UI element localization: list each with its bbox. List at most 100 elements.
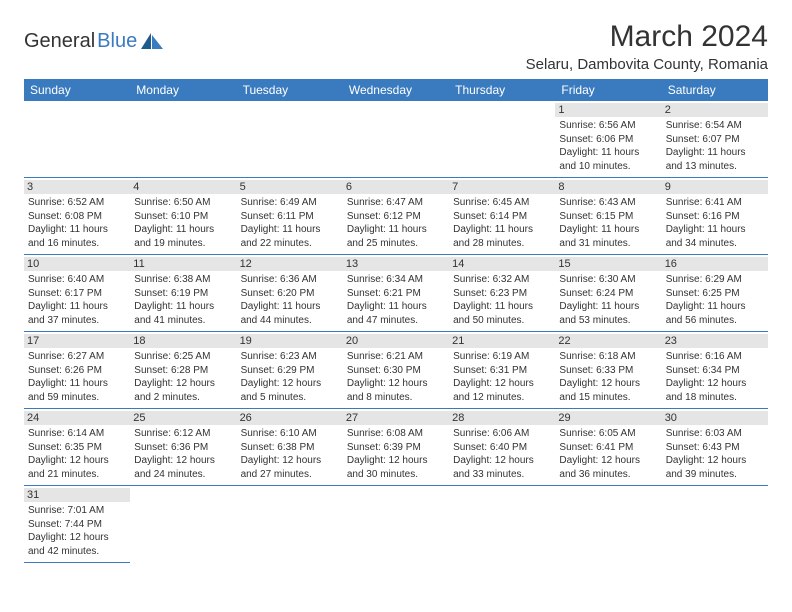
- month-title: March 2024: [526, 20, 768, 54]
- day-number: 11: [130, 257, 236, 271]
- day-info-line: Sunrise: 6:10 AM: [241, 427, 339, 441]
- day-cell: 29Sunrise: 6:05 AMSunset: 6:41 PMDayligh…: [555, 409, 661, 486]
- day-info-line: Sunset: 6:17 PM: [28, 287, 126, 301]
- day-cell: 8Sunrise: 6:43 AMSunset: 6:15 PMDaylight…: [555, 178, 661, 255]
- day-info-line: Daylight: 12 hours: [134, 377, 232, 391]
- day-info-line: Sunrise: 6:03 AM: [666, 427, 764, 441]
- day-number: 30: [662, 411, 768, 425]
- day-info-line: Sunset: 6:40 PM: [453, 441, 551, 455]
- day-number: 23: [662, 334, 768, 348]
- day-info-line: Daylight: 11 hours: [28, 223, 126, 237]
- day-cell: 11Sunrise: 6:38 AMSunset: 6:19 PMDayligh…: [130, 255, 236, 332]
- day-info-line: Sunrise: 6:56 AM: [559, 119, 657, 133]
- day-info-line: and 39 minutes.: [666, 468, 764, 482]
- day-info-line: Sunset: 6:28 PM: [134, 364, 232, 378]
- day-info-line: and 8 minutes.: [347, 391, 445, 405]
- week-row: 31Sunrise: 7:01 AMSunset: 7:44 PMDayligh…: [24, 486, 768, 563]
- day-info-line: Daylight: 12 hours: [453, 454, 551, 468]
- day-number: 21: [449, 334, 555, 348]
- day-info-line: Sunrise: 6:38 AM: [134, 273, 232, 287]
- day-info-line: Daylight: 12 hours: [241, 454, 339, 468]
- day-info-line: and 27 minutes.: [241, 468, 339, 482]
- day-info-line: and 24 minutes.: [134, 468, 232, 482]
- day-info-line: and 34 minutes.: [666, 237, 764, 251]
- day-info: Sunrise: 6:34 AMSunset: 6:21 PMDaylight:…: [347, 273, 445, 327]
- day-info-line: and 25 minutes.: [347, 237, 445, 251]
- day-number: 15: [555, 257, 661, 271]
- day-cell: 2Sunrise: 6:54 AMSunset: 6:07 PMDaylight…: [662, 101, 768, 178]
- day-info-line: Sunset: 6:11 PM: [241, 210, 339, 224]
- day-info-line: and 12 minutes.: [453, 391, 551, 405]
- day-info: Sunrise: 6:16 AMSunset: 6:34 PMDaylight:…: [666, 350, 764, 404]
- day-cell: 30 Sunrise: 6:03 AMSunset: 6:43 PMDayligh…: [662, 409, 768, 486]
- day-info-line: Daylight: 11 hours: [666, 223, 764, 237]
- day-info-line: Daylight: 11 hours: [347, 223, 445, 237]
- day-info: Sunrise: 6:10 AMSunset: 6:38 PMDaylight:…: [241, 427, 339, 481]
- day-cell: 28Sunrise: 6:06 AMSunset: 6:40 PMDayligh…: [449, 409, 555, 486]
- day-info-line: and 2 minutes.: [134, 391, 232, 405]
- day-info: Sunrise: 6:54 AMSunset: 6:07 PMDaylight:…: [666, 119, 764, 173]
- day-info-line: Sunset: 6:31 PM: [453, 364, 551, 378]
- day-info-line: Sunrise: 6:16 AM: [666, 350, 764, 364]
- day-number: 5: [237, 180, 343, 194]
- day-info-line: Sunrise: 6:18 AM: [559, 350, 657, 364]
- day-cell: 23 Sunrise: 6:16 AMSunset: 6:34 PMDayligh…: [662, 332, 768, 409]
- day-info-line: and 30 minutes.: [347, 468, 445, 482]
- day-info-line: Sunrise: 6:47 AM: [347, 196, 445, 210]
- day-info: Sunrise: 6:14 AMSunset: 6:35 PMDaylight:…: [28, 427, 126, 481]
- day-info-line: and 56 minutes.: [666, 314, 764, 328]
- day-info-line: and 16 minutes.: [28, 237, 126, 251]
- day-info-line: Sunrise: 6:29 AM: [666, 273, 764, 287]
- day-info-line: and 44 minutes.: [241, 314, 339, 328]
- day-cell: 15Sunrise: 6:30 AMSunset: 6:24 PMDayligh…: [555, 255, 661, 332]
- day-info-line: Daylight: 12 hours: [347, 377, 445, 391]
- day-header: Wednesday: [343, 79, 449, 101]
- day-info-line: Sunrise: 6:21 AM: [347, 350, 445, 364]
- day-info-line: Sunset: 6:25 PM: [666, 287, 764, 301]
- day-info-line: Sunrise: 6:43 AM: [559, 196, 657, 210]
- day-info-line: and 5 minutes.: [241, 391, 339, 405]
- day-number: 7: [449, 180, 555, 194]
- day-info-line: Daylight: 12 hours: [347, 454, 445, 468]
- day-info-line: Daylight: 12 hours: [559, 377, 657, 391]
- day-cell: [237, 101, 343, 178]
- day-cell: 4Sunrise: 6:50 AMSunset: 6:10 PMDaylight…: [130, 178, 236, 255]
- day-info-line: and 59 minutes.: [28, 391, 126, 405]
- day-info-line: Sunrise: 6:32 AM: [453, 273, 551, 287]
- title-block: March 2024 Selaru, Dambovita County, Rom…: [526, 20, 768, 73]
- day-info-line: Sunset: 6:07 PM: [666, 133, 764, 147]
- day-info-line: Sunrise: 6:27 AM: [28, 350, 126, 364]
- day-info-line: and 28 minutes.: [453, 237, 551, 251]
- day-cell: 26Sunrise: 6:10 AMSunset: 6:38 PMDayligh…: [237, 409, 343, 486]
- day-info-line: Sunrise: 6:12 AM: [134, 427, 232, 441]
- day-info-line: Sunset: 6:33 PM: [559, 364, 657, 378]
- day-number: 28: [449, 411, 555, 425]
- day-cell: 12Sunrise: 6:36 AMSunset: 6:20 PMDayligh…: [237, 255, 343, 332]
- day-cell: 18Sunrise: 6:25 AMSunset: 6:28 PMDayligh…: [130, 332, 236, 409]
- day-info-line: Sunset: 6:19 PM: [134, 287, 232, 301]
- day-cell: [24, 101, 130, 178]
- calendar-table: Sunday Monday Tuesday Wednesday Thursday…: [24, 79, 768, 563]
- day-info-line: Daylight: 12 hours: [453, 377, 551, 391]
- day-info-line: Daylight: 11 hours: [241, 223, 339, 237]
- week-row: 1Sunrise: 6:56 AMSunset: 6:06 PMDaylight…: [24, 101, 768, 178]
- day-cell: 10Sunrise: 6:40 AMSunset: 6:17 PMDayligh…: [24, 255, 130, 332]
- day-info-line: Sunset: 6:15 PM: [559, 210, 657, 224]
- day-cell: 16Sunrise: 6:29 AMSunset: 6:25 PMDayligh…: [662, 255, 768, 332]
- day-info: Sunrise: 6:03 AMSunset: 6:43 PMDaylight:…: [666, 427, 764, 481]
- day-number: 17: [24, 334, 130, 348]
- day-info: Sunrise: 6:40 AMSunset: 6:17 PMDaylight:…: [28, 273, 126, 327]
- day-cell: 31Sunrise: 7:01 AMSunset: 7:44 PMDayligh…: [24, 486, 130, 563]
- day-info: Sunrise: 6:32 AMSunset: 6:23 PMDaylight:…: [453, 273, 551, 327]
- day-cell: 6Sunrise: 6:47 AMSunset: 6:12 PMDaylight…: [343, 178, 449, 255]
- day-info: Sunrise: 6:36 AMSunset: 6:20 PMDaylight:…: [241, 273, 339, 327]
- day-info-line: Daylight: 11 hours: [559, 146, 657, 160]
- day-header: Monday: [130, 79, 236, 101]
- day-info: Sunrise: 6:18 AMSunset: 6:33 PMDaylight:…: [559, 350, 657, 404]
- week-row: 17Sunrise: 6:27 AMSunset: 6:26 PMDayligh…: [24, 332, 768, 409]
- logo-text-blue: Blue: [97, 30, 137, 53]
- day-info-line: Sunset: 6:38 PM: [241, 441, 339, 455]
- day-info-line: Sunset: 6:14 PM: [453, 210, 551, 224]
- logo: General Blue: [24, 30, 163, 53]
- week-row: 10Sunrise: 6:40 AMSunset: 6:17 PMDayligh…: [24, 255, 768, 332]
